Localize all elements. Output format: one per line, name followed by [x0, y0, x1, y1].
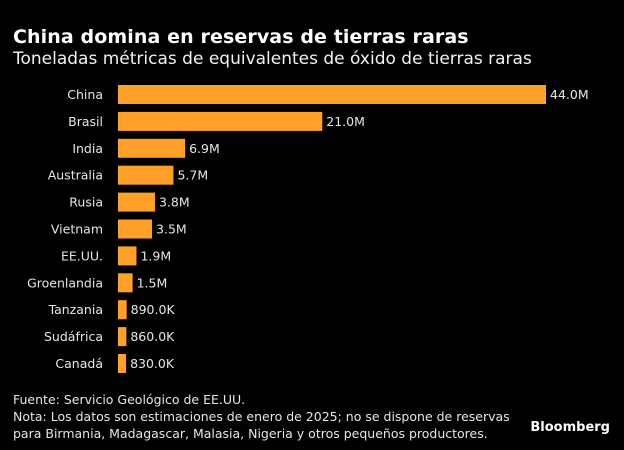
bar-8: [118, 300, 127, 320]
bar-0: [118, 85, 546, 104]
value-label: 21.0M: [326, 114, 365, 129]
category-label: Tanzania: [48, 302, 103, 317]
chart-footer: Fuente: Servicio Geológico de EE.UU. Not…: [13, 391, 510, 442]
bar-chart: China 44.0M Brasil 21.0M India 6.9M Australia 5…: [27, 85, 589, 373]
value-label: 890.0K: [131, 302, 176, 317]
bar-4: [118, 192, 155, 212]
bar-9: [118, 327, 127, 347]
category-label: India: [72, 141, 103, 156]
bar-7: [118, 273, 133, 293]
bar-3: [118, 165, 174, 185]
value-label: 3.5M: [156, 222, 187, 237]
category-label: Vietnam: [51, 222, 103, 237]
category-label: Canadá: [55, 356, 103, 371]
bar-6: [118, 246, 137, 266]
category-label: Groenlandia: [27, 275, 103, 290]
category-label: Brasil: [68, 114, 103, 129]
bar-1: [118, 111, 323, 131]
bar-2: [118, 138, 186, 158]
value-label: 6.9M: [189, 141, 220, 156]
bar-5: [118, 219, 153, 239]
bloomberg-logo: Bloomberg: [530, 420, 610, 435]
source-note: Fuente: Servicio Geológico de EE.UU.: [13, 392, 246, 407]
value-label: 44.0M: [550, 87, 589, 102]
chart-subtitle: Toneladas métricas de equivalentes de óx…: [13, 49, 532, 69]
value-label: 830.0K: [130, 356, 175, 371]
value-label: 860.0K: [130, 329, 175, 344]
value-label: 1.5M: [137, 275, 168, 290]
value-label: 3.8M: [159, 195, 190, 210]
category-label: China: [67, 87, 103, 102]
note-line-2: para Birmania, Madagascar, Malasia, Nige…: [13, 426, 488, 441]
category-label: EE.UU.: [61, 248, 103, 263]
note-line-1: Nota: Los datos son estimaciones de ener…: [13, 409, 510, 424]
value-label: 1.9M: [140, 248, 171, 263]
bar-10: [118, 354, 127, 373]
category-label: Sudáfrica: [44, 329, 103, 344]
category-label: Rusia: [69, 195, 103, 210]
category-label: Australia: [48, 168, 103, 183]
value-label: 5.7M: [177, 168, 208, 183]
chart-title: China domina en reservas de tierras rara…: [13, 26, 469, 48]
